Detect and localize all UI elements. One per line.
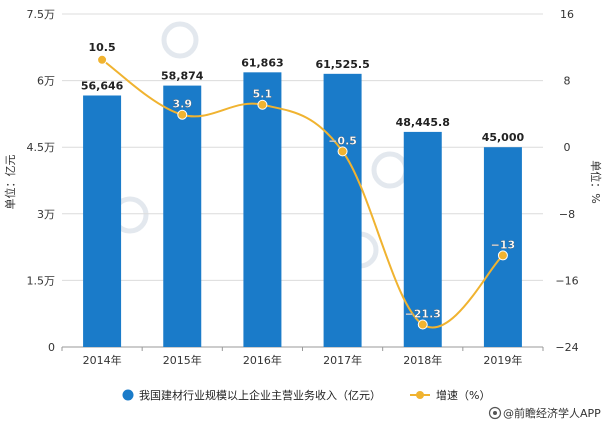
growth-point <box>497 250 508 261</box>
source-footer: @前瞻经济学人APP <box>488 406 601 420</box>
left-tick-label: 6万 <box>37 75 55 88</box>
growth-data-label: 5.1 <box>253 88 273 101</box>
right-tick-label: −24 <box>555 341 578 354</box>
bar-data-label: 56,646 <box>81 79 124 92</box>
x-axis-ticks: 2014年 2015年 2016年 2017年 2018年 2019年 <box>61 347 544 367</box>
growth-point <box>337 146 348 157</box>
right-axis-ticks: −24 −16 −8 0 8 16 <box>555 8 578 354</box>
x-tick-label: 2017年 <box>323 353 362 367</box>
growth-data-label: 3.9 <box>173 98 193 111</box>
left-tick-label: 1.5万 <box>27 274 56 287</box>
bar-data-label: 61,525.5 <box>315 58 369 71</box>
growth-data-label: −21.3 <box>405 308 441 321</box>
left-tick-label: 4.5万 <box>27 141 56 154</box>
bar <box>323 73 362 347</box>
legend-label-growth: 增速（%） <box>436 388 490 402</box>
growth-data-label: −13 <box>491 238 516 251</box>
legend-marker-growth <box>416 391 424 399</box>
legend-label-bar: 我国建材行业规模以上企业主营业务收入（亿元） <box>139 388 381 402</box>
source-text: @前瞻经济学人APP <box>503 406 601 420</box>
growth-point <box>97 54 108 65</box>
bar-data-label: 45,000 <box>482 131 525 144</box>
bar <box>163 85 202 348</box>
right-tick-label: 0 <box>564 141 571 154</box>
right-tick-label: −16 <box>555 274 578 287</box>
growth-data-label: 10.5 <box>89 41 116 54</box>
bar-data-label: 58,874 <box>161 70 204 83</box>
x-tick-label: 2015年 <box>163 353 202 367</box>
left-tick-label: 7.5万 <box>27 8 56 21</box>
bar <box>243 72 282 347</box>
watermark-logo-0 <box>161 21 199 59</box>
bar-data-label: 48,445.8 <box>396 116 450 129</box>
x-tick-label: 2019年 <box>483 353 522 367</box>
watermark-logo-1 <box>371 151 409 189</box>
bar-series <box>83 72 522 348</box>
left-axis-title: 单位：亿元 <box>3 155 17 210</box>
line-series: 10.5 3.9 5.1 −0.5 −21.3 −13 <box>89 41 516 330</box>
right-axis-title: 单位：% <box>589 160 603 203</box>
x-tick-label: 2016年 <box>243 353 282 367</box>
x-tick-label: 2014年 <box>83 353 122 367</box>
left-axis-ticks: 0 1.5万 3万 4.5万 6万 7.5万 <box>27 8 56 354</box>
bar-data-label: 61,863 <box>241 56 283 69</box>
growth-point <box>177 109 188 120</box>
right-tick-label: −8 <box>559 208 575 221</box>
source-icon-dot <box>493 411 497 415</box>
source-icon <box>488 406 502 420</box>
left-tick-label: 3万 <box>37 208 55 221</box>
left-tick-label: 0 <box>48 341 55 354</box>
bar <box>483 147 522 347</box>
growth-point <box>417 319 428 330</box>
growth-data-label: −0.5 <box>328 134 357 147</box>
bar <box>83 95 122 347</box>
legend: 我国建材行业规模以上企业主营业务收入（亿元） 增速（%） <box>122 388 490 402</box>
x-tick-label: 2018年 <box>403 353 442 367</box>
bar-data-labels: 56,646 58,874 61,863 61,525.5 48,445.8 45,000 <box>81 56 525 144</box>
growth-point <box>257 99 268 110</box>
right-tick-label: 16 <box>560 8 574 21</box>
growth-line <box>101 58 504 329</box>
legend-marker-bar <box>122 389 134 401</box>
right-tick-label: 8 <box>564 75 571 88</box>
